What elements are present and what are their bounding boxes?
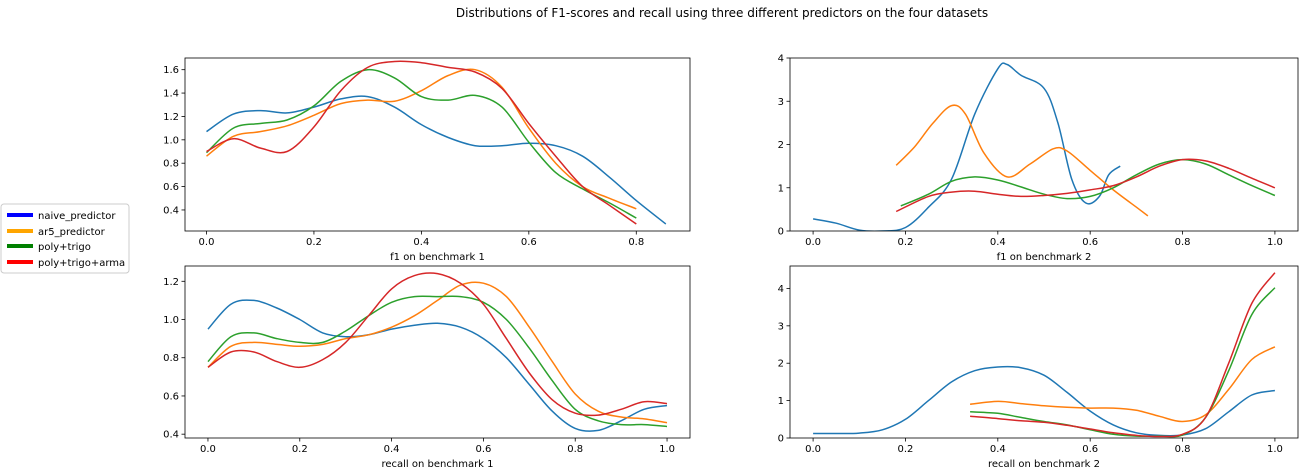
y-tick-label: 1.6 bbox=[163, 65, 179, 76]
y-tick-label: 2 bbox=[778, 140, 784, 151]
x-tick-label: 1.0 bbox=[1267, 237, 1283, 248]
legend: naive_predictor ar5_predictor poly+trigo… bbox=[0, 203, 130, 274]
y-tick-label: 1 bbox=[778, 183, 784, 194]
series-line-poly-trigo bbox=[205, 68, 637, 219]
x-tick-label: 0.2 bbox=[898, 237, 914, 248]
x-tick-label: 0.0 bbox=[805, 237, 821, 248]
x-tick-label: 0.0 bbox=[805, 444, 821, 455]
x-tick-label: 0.4 bbox=[990, 444, 1006, 455]
series-line-ar5-predictor bbox=[206, 68, 637, 210]
y-tick-label: 0.4 bbox=[163, 205, 179, 216]
subplot-recall-benchmark-1: 0.0 0.2 0.4 0.6 0.8 1.0 0.4 0.6 0.8 1.0 1.2 recall … bbox=[163, 265, 691, 470]
x-tick-label: 0.6 bbox=[1082, 444, 1098, 455]
series-line-ar5-predictor bbox=[970, 346, 1276, 423]
x-tick-label: 0.0 bbox=[199, 237, 215, 248]
y-tick-label: 2 bbox=[778, 359, 784, 370]
x-tick-label: 1.0 bbox=[659, 444, 675, 455]
y-tick-label: 0 bbox=[778, 434, 784, 445]
axes-frame bbox=[184, 265, 691, 439]
x-axis-label: f1 on benchmark 2 bbox=[997, 252, 1092, 263]
subplot-f1-benchmark-1: 0.0 0.2 0.4 0.6 0.8 0.4 0.6 0.8 1.0 1.2 1.4 1.6 f1 o… bbox=[163, 57, 691, 263]
legend-frame bbox=[0, 203, 130, 274]
series-line-naive-predictor bbox=[813, 365, 1276, 437]
y-tick-label: 4 bbox=[778, 284, 784, 295]
x-axis-label: recall on benchmark 2 bbox=[988, 459, 1100, 470]
x-tick-label: 0.2 bbox=[898, 444, 914, 455]
y-tick-label: 1.4 bbox=[163, 89, 179, 100]
axes-frame bbox=[789, 265, 1299, 439]
series-line-poly-trigo-arma bbox=[895, 158, 1276, 213]
x-tick-label: 0.4 bbox=[384, 444, 400, 455]
series-line-poly-trigo bbox=[900, 158, 1276, 207]
series-line-naive-predictor bbox=[206, 95, 667, 225]
axes-frame bbox=[789, 57, 1299, 232]
legend-label-ar5: ar5_predictor bbox=[38, 227, 106, 238]
series-line-poly-trigo-arma bbox=[970, 272, 1276, 438]
y-tick-label: 1 bbox=[778, 396, 784, 407]
y-tick-label: 0.8 bbox=[163, 353, 179, 364]
y-tick-label: 3 bbox=[778, 321, 784, 332]
x-axis-label: recall on benchmark 1 bbox=[381, 459, 493, 470]
series-line-ar5-predictor bbox=[895, 104, 1149, 217]
y-tick-label: 3 bbox=[778, 97, 784, 108]
legend-label-poly-trigo-arma: poly+trigo+arma bbox=[38, 258, 125, 269]
y-tick-label: 1.2 bbox=[163, 112, 179, 123]
y-tick-label: 0.8 bbox=[163, 159, 179, 170]
y-tick-label: 0.4 bbox=[163, 430, 179, 441]
y-tick-label: 1.0 bbox=[163, 135, 179, 146]
series-line-poly-trigo bbox=[970, 287, 1276, 438]
axes-frame bbox=[184, 57, 691, 232]
x-tick-label: 0.0 bbox=[200, 444, 216, 455]
y-tick-label: 0.6 bbox=[163, 391, 179, 402]
subplot-f1-benchmark-2: 0.0 0.2 0.4 0.6 0.8 1.0 0 1 2 3 4 f1 on benchmark 2 bbox=[778, 54, 1299, 263]
x-tick-label: 0.8 bbox=[628, 237, 644, 248]
series-line-ar5-predictor bbox=[207, 281, 668, 424]
series-line-poly-trigo-arma bbox=[207, 272, 668, 417]
series-line-naive-predictor bbox=[812, 62, 1121, 231]
x-tick-label: 0.6 bbox=[475, 444, 491, 455]
x-tick-label: 0.8 bbox=[1175, 444, 1191, 455]
x-tick-label: 0.4 bbox=[413, 237, 429, 248]
y-tick-label: 4 bbox=[778, 54, 784, 65]
x-tick-label: 0.2 bbox=[306, 237, 322, 248]
series-line-poly-trigo bbox=[207, 295, 668, 428]
x-axis-label: f1 on benchmark 1 bbox=[390, 252, 485, 263]
x-tick-label: 0.6 bbox=[521, 237, 537, 248]
legend-label-poly-trigo: poly+trigo bbox=[38, 242, 91, 253]
y-tick-label: 0 bbox=[778, 227, 784, 238]
series-line-poly-trigo-arma bbox=[206, 60, 637, 225]
x-tick-label: 0.2 bbox=[292, 444, 308, 455]
x-tick-label: 0.8 bbox=[1175, 237, 1191, 248]
figure-title: Distributions of F1-scores and recall us… bbox=[456, 6, 988, 20]
series-line-naive-predictor bbox=[207, 299, 668, 432]
x-tick-label: 0.8 bbox=[567, 444, 583, 455]
legend-label-naive: naive_predictor bbox=[38, 211, 116, 222]
subplot-recall-benchmark-2: 0.0 0.2 0.4 0.6 0.8 1.0 0 1 2 3 4 recall on benchma… bbox=[778, 265, 1299, 470]
y-tick-label: 1.0 bbox=[163, 315, 179, 326]
y-tick-label: 0.6 bbox=[163, 182, 179, 193]
x-tick-label: 1.0 bbox=[1267, 444, 1283, 455]
x-tick-label: 0.4 bbox=[990, 237, 1006, 248]
y-tick-label: 1.2 bbox=[163, 277, 179, 288]
x-tick-label: 0.6 bbox=[1082, 237, 1098, 248]
